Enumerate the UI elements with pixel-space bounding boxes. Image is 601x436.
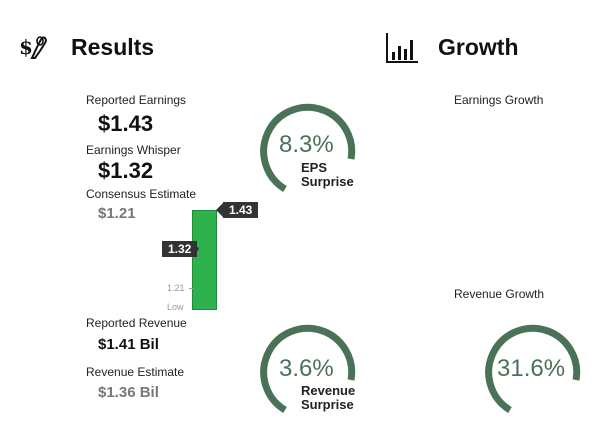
eps-surprise-label-line1: EPS xyxy=(301,160,328,175)
reported-earnings-label: Reported Earnings xyxy=(86,93,187,107)
consensus-tick-mark xyxy=(189,288,193,289)
eps-surprise-label-line2: Surprise xyxy=(301,174,354,189)
consensus-estimate-label: Consensus Estimate xyxy=(86,187,197,201)
consensus-tick-label: 1.21 xyxy=(167,283,185,293)
earnings-growth-label: Earnings Growth xyxy=(454,93,544,107)
bar-chart-icon xyxy=(386,33,418,63)
revenue-surprise-label-line2: Surprise xyxy=(301,397,354,412)
eps-surprise-value: 8.3% xyxy=(279,131,334,158)
eps-surprise-ring xyxy=(260,103,356,192)
revenue-estimate-value: $1.36 Bil xyxy=(98,384,159,401)
revenue-surprise-ring xyxy=(260,324,356,413)
reported-tag-pointer xyxy=(216,202,224,218)
money-hand-icon: $ xyxy=(19,35,47,59)
svg-text:$: $ xyxy=(19,35,33,59)
reported-revenue-value: $1.41 Bil xyxy=(98,336,159,353)
reported-revenue-label: Reported Revenue xyxy=(86,316,187,330)
results-title: Results xyxy=(71,34,155,60)
earnings-whisper-label: Earnings Whisper xyxy=(86,143,181,157)
revenue-estimate-label: Revenue Estimate xyxy=(86,365,185,379)
revenue-growth-ring xyxy=(485,324,581,413)
growth-title: Growth xyxy=(438,34,519,60)
low-tick-label: Low xyxy=(167,302,184,312)
earnings-whisper-value: $1.32 xyxy=(98,158,154,183)
revenue-growth-value: 31.6% xyxy=(497,355,566,382)
revenue-surprise-value: 3.6% xyxy=(279,355,334,382)
revenue-growth-label: Revenue Growth xyxy=(454,287,545,301)
revenue-surprise-label-line1: Revenue xyxy=(301,383,356,398)
reported-earnings-tag: 1.43 xyxy=(223,202,259,218)
reported-earnings-value: $1.43 xyxy=(98,111,154,136)
earnings-bar xyxy=(192,210,217,310)
consensus-estimate-value: $1.21 xyxy=(98,205,136,222)
whisper-tag: 1.32 xyxy=(162,241,198,257)
whisper-tag-pointer xyxy=(193,241,199,257)
